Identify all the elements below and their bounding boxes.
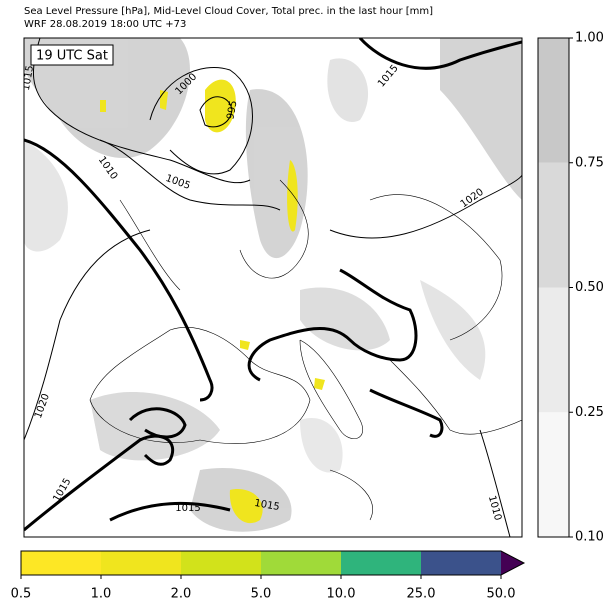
tick-label: 25.0 xyxy=(407,587,436,602)
tick-label: 50.0 xyxy=(487,587,516,602)
cloud-level xyxy=(538,287,569,413)
colorbars: 0.10 0.25 0.50 0.75 1.00 0.5 1.0 2.0 5.0 10.0 25.0… xyxy=(11,31,604,602)
contour-label: 1015 xyxy=(253,498,280,513)
precip-level xyxy=(21,551,101,575)
isobars xyxy=(24,38,522,537)
precip-level xyxy=(181,551,261,575)
title-line: WRF 28.08.2019 18:00 UTC +73 xyxy=(24,19,186,30)
time-label: 19 UTC Sat xyxy=(36,49,108,64)
precip-level xyxy=(421,551,501,575)
cloud-cover xyxy=(24,38,522,532)
precip-level xyxy=(341,551,421,575)
tick-label: 5.0 xyxy=(251,587,272,602)
tick-label: 0.25 xyxy=(575,405,604,420)
map: 1015 1000 995 1010 1005 1015 1020 1020 1… xyxy=(24,38,522,537)
tick-label: 2.0 xyxy=(171,587,192,602)
tick-label: 1.00 xyxy=(575,31,604,46)
map-frame xyxy=(23,37,523,538)
contour-label: 1015 xyxy=(175,503,200,514)
tick-label: 1.0 xyxy=(91,587,112,602)
tick-label: 0.50 xyxy=(575,280,604,295)
cloud-level xyxy=(538,162,569,288)
precip-extend xyxy=(501,551,524,575)
contour-label: 995 xyxy=(225,100,239,121)
cloud-level xyxy=(538,38,569,163)
precip-level xyxy=(101,551,181,575)
title-line: Sea Level Pressure [hPa], Mid-Level Clou… xyxy=(24,6,433,17)
cloud-level xyxy=(538,412,569,537)
precip-colorbar-frame xyxy=(20,550,526,576)
tick-label: 0.10 xyxy=(575,530,604,545)
time-box xyxy=(30,44,114,66)
precip-level xyxy=(261,551,341,575)
tick-label: 0.5 xyxy=(11,587,32,602)
tick-label: 10.0 xyxy=(327,587,356,602)
tick-label: 0.75 xyxy=(575,155,604,170)
precipitation xyxy=(100,79,325,524)
